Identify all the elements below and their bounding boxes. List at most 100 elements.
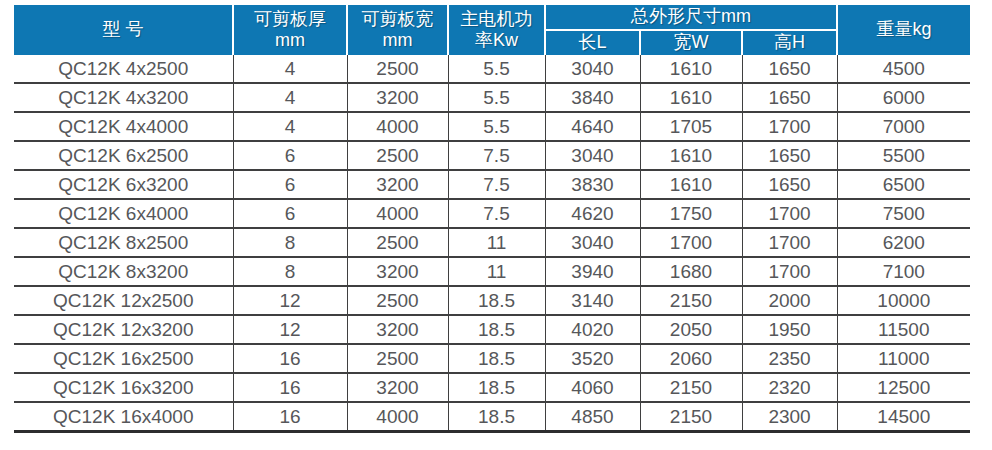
header-shear-thickness: 可剪板厚 mm (233, 5, 347, 55)
cell-model: QC12K 8x2500 (14, 228, 233, 257)
cell-length: 3840 (545, 83, 640, 112)
cell-length: 3830 (545, 170, 640, 199)
cell-thickness: 4 (233, 112, 347, 141)
cell-length: 3040 (545, 55, 640, 83)
cell-weight: 6000 (837, 83, 970, 112)
header-shear-thickness-line1: 可剪板厚 (234, 9, 346, 30)
cell-power: 11 (448, 228, 545, 257)
header-weight-label: 重量kg (877, 19, 932, 39)
cell-width: 1750 (640, 199, 742, 228)
cell-model: QC12K 12x2500 (14, 286, 233, 315)
cell-height: 1650 (742, 55, 837, 83)
cell-model: QC12K 6x3200 (14, 170, 233, 199)
cell-height: 1650 (742, 141, 837, 170)
cell-thickness: 6 (233, 170, 347, 199)
cell-height: 1950 (742, 315, 837, 344)
cell-model: QC12K 6x4000 (14, 199, 233, 228)
cell-width: 2150 (640, 373, 742, 402)
cell-height: 1700 (742, 228, 837, 257)
cell-height: 2350 (742, 344, 837, 373)
cell-width: 1700 (640, 228, 742, 257)
cell-weight: 14500 (837, 402, 970, 432)
cell-length: 4060 (545, 373, 640, 402)
cell-power: 7.5 (448, 141, 545, 170)
cell-shear_width: 4000 (347, 402, 448, 432)
header-overall-dimensions: 总外形尺寸mm (545, 5, 837, 30)
table-row: QC12K 12x320012320018.540202050195011500 (14, 315, 970, 344)
cell-height: 2000 (742, 286, 837, 315)
cell-weight: 10000 (837, 286, 970, 315)
cell-model: QC12K 16x4000 (14, 402, 233, 432)
spec-table: 型 号 可剪板厚 mm 可剪板宽 mm 主电机功 率Kw 总外形尺寸mm (14, 5, 970, 433)
cell-power: 18.5 (448, 373, 545, 402)
cell-power: 7.5 (448, 170, 545, 199)
cell-shear_width: 2500 (347, 55, 448, 83)
cell-height: 1700 (742, 199, 837, 228)
header-motor-power-line1: 主电机功 (449, 9, 544, 30)
cell-power: 18.5 (448, 286, 545, 315)
cell-width: 2150 (640, 402, 742, 432)
cell-length: 4640 (545, 112, 640, 141)
cell-thickness: 8 (233, 228, 347, 257)
cell-power: 18.5 (448, 402, 545, 432)
cell-model: QC12K 8x3200 (14, 257, 233, 286)
cell-shear_width: 2500 (347, 344, 448, 373)
cell-width: 2150 (640, 286, 742, 315)
cell-shear_width: 2500 (347, 228, 448, 257)
cell-power: 5.5 (448, 112, 545, 141)
cell-power: 11 (448, 257, 545, 286)
cell-power: 18.5 (448, 315, 545, 344)
cell-model: QC12K 16x3200 (14, 373, 233, 402)
header-motor-power: 主电机功 率Kw (448, 5, 545, 55)
cell-shear_width: 3200 (347, 315, 448, 344)
cell-width: 1610 (640, 55, 742, 83)
cell-width: 1610 (640, 170, 742, 199)
cell-thickness: 4 (233, 55, 347, 83)
cell-thickness: 8 (233, 257, 347, 286)
cell-power: 5.5 (448, 55, 545, 83)
table-row: QC12K 16x320016320018.540602150232012500 (14, 373, 970, 402)
cell-shear_width: 2500 (347, 141, 448, 170)
cell-height: 2300 (742, 402, 837, 432)
header-shear-thickness-line2: mm (234, 30, 346, 51)
table-row: QC12K 6x3200632007.53830161016506500 (14, 170, 970, 199)
cell-weight: 6500 (837, 170, 970, 199)
table-header: 型 号 可剪板厚 mm 可剪板宽 mm 主电机功 率Kw 总外形尺寸mm (14, 5, 970, 55)
cell-length: 4620 (545, 199, 640, 228)
cell-shear_width: 3200 (347, 170, 448, 199)
cell-thickness: 6 (233, 199, 347, 228)
cell-length: 3940 (545, 257, 640, 286)
cell-model: QC12K 4x3200 (14, 83, 233, 112)
cell-thickness: 4 (233, 83, 347, 112)
cell-power: 7.5 (448, 199, 545, 228)
cell-thickness: 12 (233, 286, 347, 315)
header-shear-width-line1: 可剪板宽 (348, 9, 447, 30)
cell-height: 1650 (742, 170, 837, 199)
header-shear-width-line2: mm (348, 30, 447, 51)
header-model-label: 型 号 (102, 19, 143, 39)
cell-power: 5.5 (448, 83, 545, 112)
cell-shear_width: 3200 (347, 373, 448, 402)
cell-weight: 7500 (837, 199, 970, 228)
cell-model: QC12K 6x2500 (14, 141, 233, 170)
cell-width: 2060 (640, 344, 742, 373)
table-row: QC12K 8x320083200113940168017007100 (14, 257, 970, 286)
table-row: QC12K 16x400016400018.548502150230014500 (14, 402, 970, 432)
cell-weight: 7000 (837, 112, 970, 141)
cell-length: 3520 (545, 344, 640, 373)
cell-model: QC12K 4x2500 (14, 55, 233, 83)
table-row: QC12K 6x2500625007.53040161016505500 (14, 141, 970, 170)
cell-length: 4020 (545, 315, 640, 344)
header-dim-length: 长L (545, 30, 640, 55)
header-row-top: 型 号 可剪板厚 mm 可剪板宽 mm 主电机功 率Kw 总外形尺寸mm (14, 5, 970, 30)
page-canvas: 型 号 可剪板厚 mm 可剪板宽 mm 主电机功 率Kw 总外形尺寸mm (0, 0, 992, 450)
table-row: QC12K 12x250012250018.531402150200010000 (14, 286, 970, 315)
cell-shear_width: 3200 (347, 257, 448, 286)
cell-thickness: 16 (233, 344, 347, 373)
header-weight: 重量kg (837, 5, 970, 55)
cell-model: QC12K 16x2500 (14, 344, 233, 373)
cell-width: 1705 (640, 112, 742, 141)
cell-weight: 5500 (837, 141, 970, 170)
cell-shear_width: 4000 (347, 112, 448, 141)
cell-height: 2320 (742, 373, 837, 402)
